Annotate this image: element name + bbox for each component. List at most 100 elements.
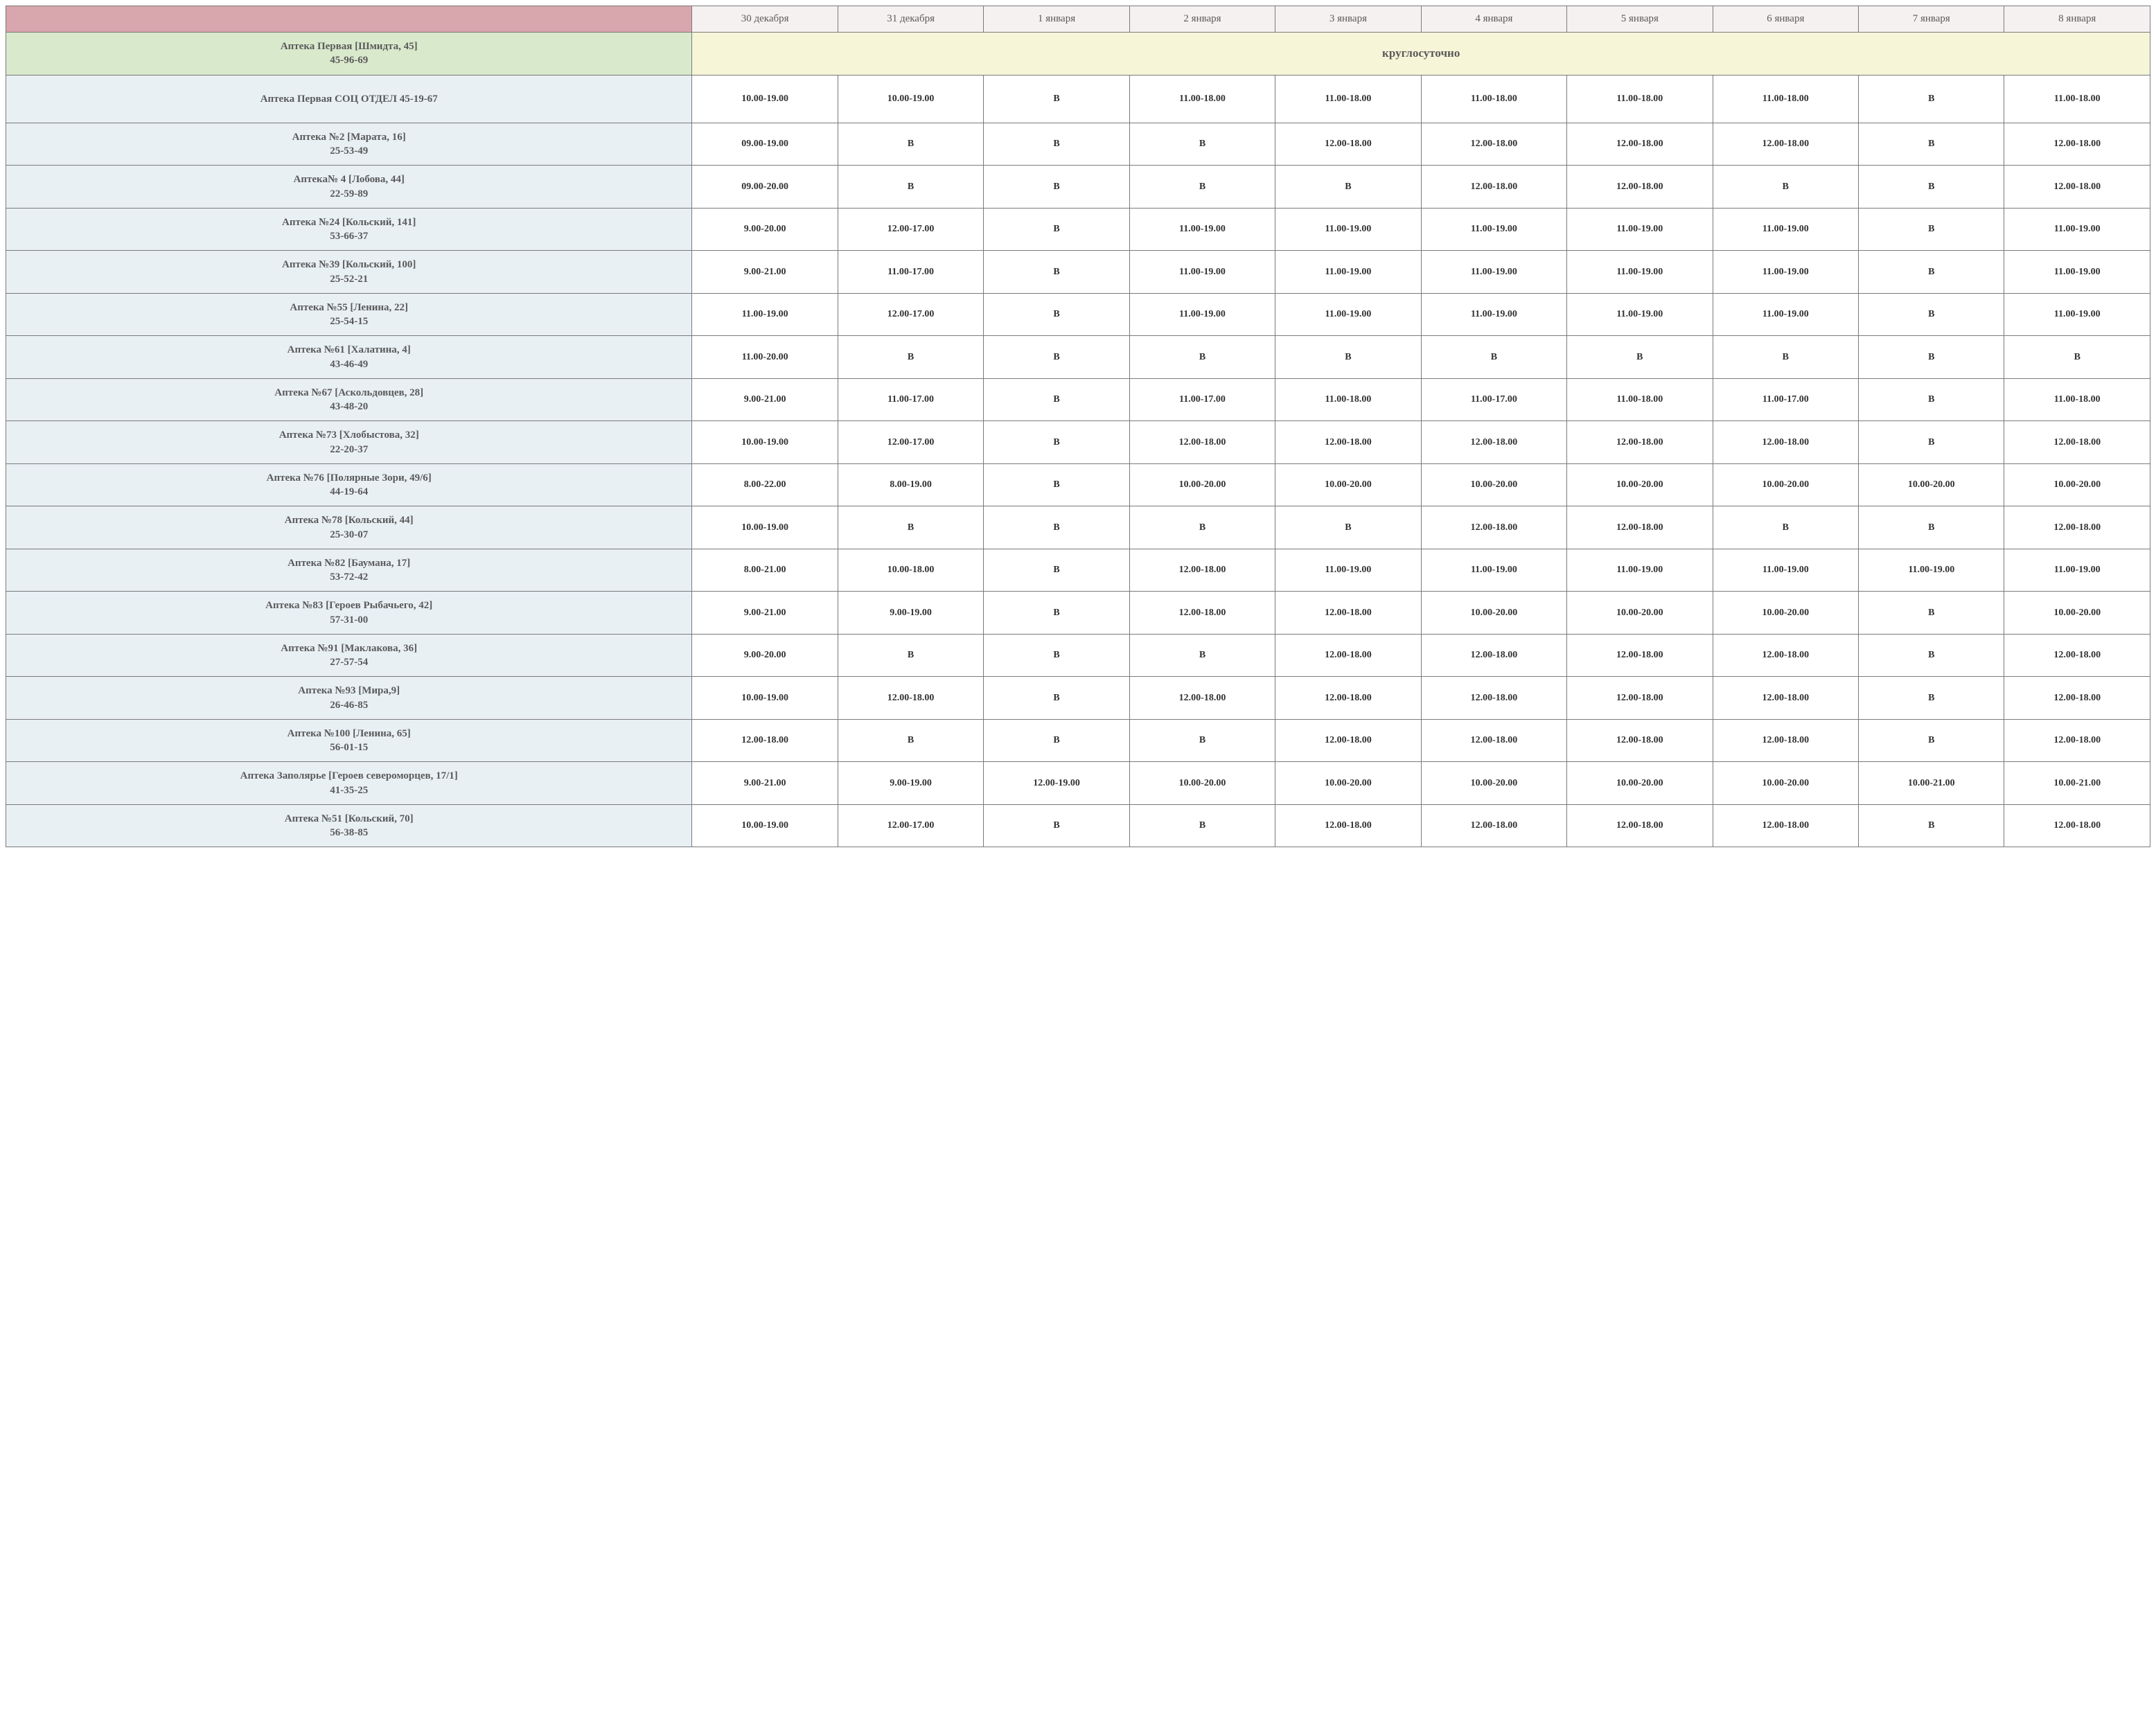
schedule-cell: 9.00-19.00 <box>838 762 983 805</box>
schedule-cell: 10.00-21.00 <box>2004 762 2150 805</box>
schedule-cell: В <box>1859 293 2004 336</box>
schedule-cell: 11.00-19.00 <box>2004 293 2150 336</box>
pharmacy-name-line1: Аптека Первая [Шмидта, 45] <box>281 41 418 52</box>
round-the-clock-row: Аптека Первая [Шмидта, 45] 45-96-69 круг… <box>6 33 2150 76</box>
schedule-cell: 12.00-18.00 <box>2004 166 2150 209</box>
schedule-cell: 12.00-18.00 <box>1421 634 1566 677</box>
schedule-cell: 10.00-21.00 <box>1859 762 2004 805</box>
schedule-cell: 11.00-18.00 <box>1275 378 1421 421</box>
pharmacy-name: Аптека №73 [Хлобыстова, 32]22-20-37 <box>6 421 692 464</box>
schedule-cell: 9.00-21.00 <box>692 762 838 805</box>
schedule-cell: 11.00-19.00 <box>1567 293 1713 336</box>
schedule-cell: 11.00-19.00 <box>2004 251 2150 294</box>
schedule-cell: В <box>984 208 1129 251</box>
schedule-cell: 12.00-18.00 <box>1275 719 1421 762</box>
schedule-cell: В <box>838 506 983 549</box>
header-date: 3 января <box>1275 6 1421 33</box>
schedule-cell: 11.00-18.00 <box>1129 75 1275 123</box>
table-row: Аптека №100 [Ленина, 65]56-01-15 12.00-18… <box>6 719 2150 762</box>
table-row: Аптека №39 [Кольский, 100]25-52-219.00-2… <box>6 251 2150 294</box>
table-row: Аптека №91 [Маклакова, 36] 27-57-54 9.00-2… <box>6 634 2150 677</box>
round-the-clock-label: круглосуточно <box>692 33 2150 76</box>
table-row: Аптека №76 [Полярные Зори, 49/6]44-19-64… <box>6 463 2150 506</box>
schedule-cell: 11.00-18.00 <box>2004 75 2150 123</box>
table-row: Аптека №51 [Кольский, 70]56-38-8510.00-1… <box>6 804 2150 847</box>
schedule-cell: 12.00-18.00 <box>1421 166 1566 209</box>
pharmacy-name: Аптека №55 [Ленина, 22]25-54-15 <box>6 293 692 336</box>
schedule-cell: 12.00-18.00 <box>2004 123 2150 166</box>
pharmacy-name-line1: Аптека №91 [Маклакова, 36] <box>281 643 417 654</box>
schedule-cell: В <box>1275 166 1421 209</box>
schedule-cell: 11.00-19.00 <box>1421 208 1566 251</box>
pharmacy-name-line2: 56-38-85 <box>330 827 368 838</box>
schedule-cell: В <box>1421 336 1566 379</box>
pharmacy-name-line2: 53-66-37 <box>330 231 368 242</box>
pharmacy-name: Аптека №91 [Маклакова, 36] 27-57-54 <box>6 634 692 677</box>
pharmacy-name-round: Аптека Первая [Шмидта, 45] 45-96-69 <box>6 33 692 76</box>
schedule-cell: 11.00-19.00 <box>1129 251 1275 294</box>
header-date: 6 января <box>1713 6 1858 33</box>
schedule-cell: В <box>1859 804 2004 847</box>
schedule-cell: 11.00-17.00 <box>1129 378 1275 421</box>
schedule-cell: 11.00-19.00 <box>1129 208 1275 251</box>
schedule-cell: В <box>2004 336 2150 379</box>
table-row: Аптека №93 [Мира,9]26-46-8510.00-19.0012… <box>6 677 2150 720</box>
schedule-cell: 09.00-19.00 <box>692 123 838 166</box>
schedule-cell: 12.00-18.00 <box>1129 549 1275 592</box>
pharmacy-name: Аптека Заполярье [Героев североморцев, 1… <box>6 762 692 805</box>
schedule-cell: 11.00-18.00 <box>2004 378 2150 421</box>
schedule-cell: 11.00-19.00 <box>1275 549 1421 592</box>
schedule-cell: 12.00-18.00 <box>2004 634 2150 677</box>
schedule-cell: 12.00-18.00 <box>1421 123 1566 166</box>
schedule-cell: 10.00-20.00 <box>1275 762 1421 805</box>
schedule-cell: В <box>1275 336 1421 379</box>
schedule-cell: 11.00-19.00 <box>1713 208 1858 251</box>
pharmacy-name-line2: 45-96-69 <box>330 55 368 66</box>
schedule-cell: В <box>984 677 1129 720</box>
schedule-cell: В <box>1859 336 2004 379</box>
pharmacy-name-line1: Аптека №24 [Кольский, 141] <box>282 217 416 228</box>
schedule-cell: В <box>984 123 1129 166</box>
schedule-cell: 12.00-18.00 <box>1275 123 1421 166</box>
schedule-cell: В <box>984 463 1129 506</box>
schedule-cell: 11.00-18.00 <box>1421 75 1566 123</box>
schedule-cell: 12.00-18.00 <box>1421 421 1566 464</box>
schedule-cell: В <box>1713 166 1858 209</box>
pharmacy-name: Аптека №100 [Ленина, 65]56-01-15 <box>6 719 692 762</box>
schedule-cell: 10.00-20.00 <box>1713 762 1858 805</box>
header-date: 30 декабря <box>692 6 838 33</box>
table-row: Аптека №83 [Героев Рыбачьего, 42]57-31-0… <box>6 592 2150 635</box>
pharmacy-name-line1: Аптека №61 [Халатина, 4] <box>288 344 411 355</box>
schedule-cell: В <box>984 421 1129 464</box>
pharmacy-name: Аптека №93 [Мира,9]26-46-85 <box>6 677 692 720</box>
schedule-cell: 12.00-18.00 <box>1129 677 1275 720</box>
schedule-cell: 11.00-19.00 <box>692 293 838 336</box>
pharmacy-name: Аптека №82 [Баумана, 17]53-72-42 <box>6 549 692 592</box>
schedule-cell: В <box>1129 506 1275 549</box>
schedule-cell: 12.00-19.00 <box>984 762 1129 805</box>
pharmacy-name-line1: Аптека №73 [Хлобыстова, 32] <box>279 430 419 441</box>
schedule-cell: В <box>838 634 983 677</box>
schedule-cell: 12.00-18.00 <box>1275 421 1421 464</box>
pharmacy-name-line2: 27-57-54 <box>330 657 368 668</box>
header-date: 1 января <box>984 6 1129 33</box>
schedule-cell: 12.00-18.00 <box>1713 123 1858 166</box>
pharmacy-name: Аптека №78 [Кольский, 44]25-30-07 <box>6 506 692 549</box>
schedule-cell: 10.00-20.00 <box>1421 592 1566 635</box>
pharmacy-name: Аптека №83 [Героев Рыбачьего, 42]57-31-0… <box>6 592 692 635</box>
schedule-cell: 12.00-18.00 <box>2004 677 2150 720</box>
schedule-cell: 9.00-20.00 <box>692 634 838 677</box>
pharmacy-name-line1: Аптека Первая СОЦ ОТДЕЛ 45-19-67 <box>260 94 438 105</box>
pharmacy-name: Аптека №51 [Кольский, 70]56-38-85 <box>6 804 692 847</box>
schedule-cell: 12.00-18.00 <box>1129 592 1275 635</box>
schedule-cell: 8.00-19.00 <box>838 463 983 506</box>
pharmacy-name: Аптека №24 [Кольский, 141] 53-66-37 <box>6 208 692 251</box>
schedule-cell: 11.00-18.00 <box>1567 378 1713 421</box>
schedule-cell: В <box>1859 677 2004 720</box>
pharmacy-name-line1: Аптека №83 [Героев Рыбачьего, 42] <box>265 600 432 611</box>
schedule-cell: В <box>1859 123 2004 166</box>
pharmacy-name-line1: Аптека №93 [Мира,9] <box>298 685 400 696</box>
schedule-cell: В <box>1129 166 1275 209</box>
schedule-cell: 10.00-20.00 <box>2004 592 2150 635</box>
schedule-cell: 12.00-18.00 <box>1567 506 1713 549</box>
